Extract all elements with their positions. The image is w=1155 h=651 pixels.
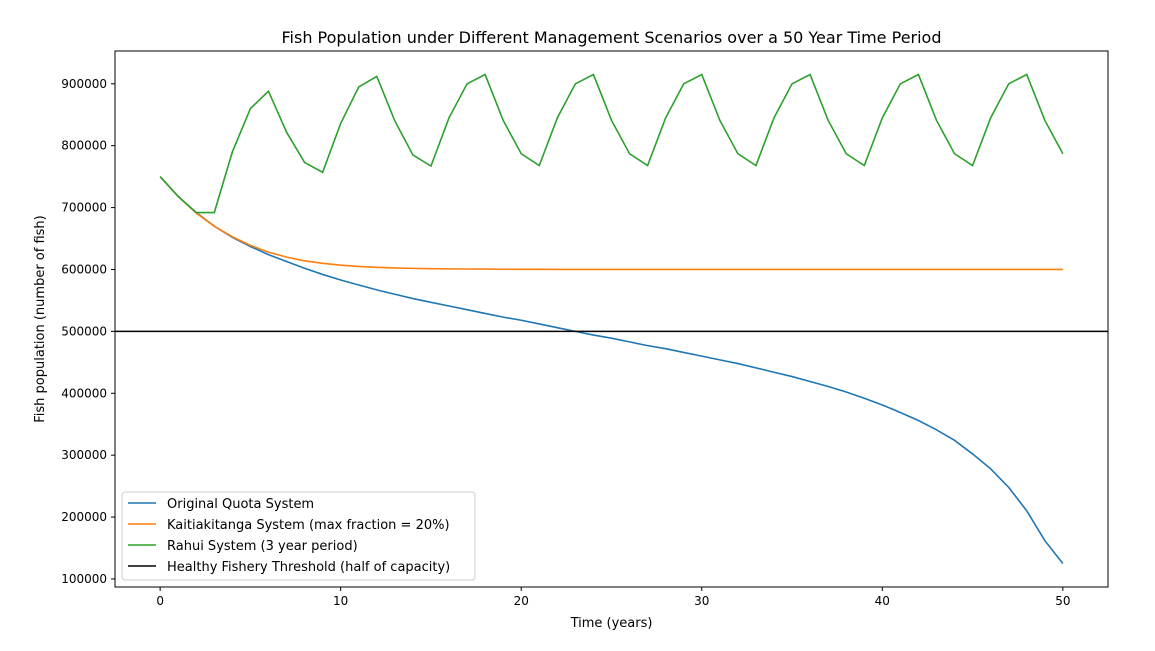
x-tick-label: 40 [875, 594, 890, 608]
y-axis-ticks: 100000 200000 300000 400000 500000 600000 7000… [61, 77, 115, 586]
legend-label-2: Rahui System (3 year period) [167, 539, 358, 554]
y-axis-label: Fish population (number of fish) [33, 215, 48, 422]
plot-frame [114, 50, 1109, 588]
legend-label-0: Original Quota System [167, 497, 314, 512]
y-tick-label: 200000 [61, 510, 107, 524]
y-tick-label: 100000 [61, 572, 107, 586]
y-tick-label: 600000 [61, 262, 107, 276]
x-tick-label: 50 [1055, 594, 1070, 608]
legend-label-3: Healthy Fishery Threshold (half of capac… [167, 560, 450, 575]
series-line-1 [159, 176, 1063, 271]
x-tick-label: 30 [694, 594, 709, 608]
legend-label-1: Kaitiakitanga System (max fraction = 20%… [167, 518, 450, 533]
x-axis-ticks: 0 10 20 30 40 50 [156, 587, 1071, 608]
legend: Original Quota System Kaitiakitanga Syste… [121, 491, 476, 581]
plot-lines [115, 73, 1108, 564]
legend-box [121, 491, 476, 581]
y-tick-label: 800000 [61, 139, 107, 153]
x-tick-label: 10 [333, 594, 348, 608]
series-line-2 [159, 73, 1064, 214]
y-tick-label: 300000 [61, 448, 107, 462]
y-tick-label: 700000 [61, 201, 107, 215]
x-tick-label: 20 [514, 594, 529, 608]
x-axis-label: Time (years) [570, 616, 653, 631]
y-tick-label: 500000 [61, 324, 107, 338]
series-line-0 [159, 176, 1064, 564]
chart-title: Fish Population under Different Manageme… [282, 28, 942, 47]
y-tick-label: 900000 [61, 77, 107, 91]
x-tick-label: 0 [156, 594, 164, 608]
y-tick-label: 400000 [61, 386, 107, 400]
